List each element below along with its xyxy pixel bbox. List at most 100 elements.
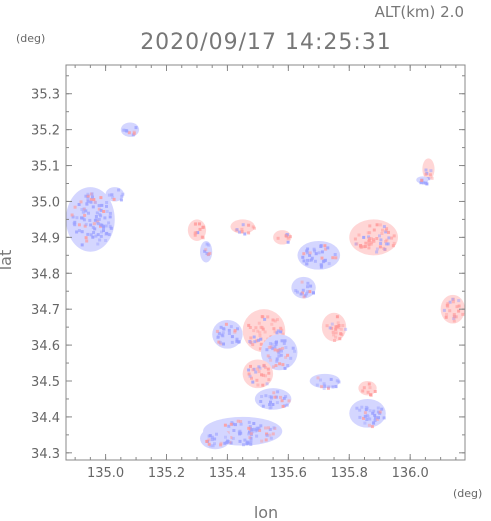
- echo-cell: [424, 168, 428, 172]
- echo-cell: [302, 252, 306, 256]
- echo-cell: [358, 408, 362, 412]
- echo-cell: [213, 442, 216, 446]
- echo-cell: [326, 246, 330, 250]
- echo-cell: [230, 335, 234, 339]
- echo-cell: [102, 229, 105, 233]
- echo-cell: [357, 233, 361, 237]
- echo-cell: [105, 201, 109, 204]
- echo-cell: [109, 226, 113, 230]
- echo-cell: [99, 196, 103, 200]
- echo-cell: [194, 222, 198, 226]
- echo-cell: [99, 214, 103, 218]
- echo-cell: [419, 181, 423, 185]
- y-axis-title: lat: [0, 250, 15, 271]
- echo-cell: [428, 173, 432, 177]
- echo-cell: [328, 326, 332, 330]
- echo-cell: [280, 328, 284, 332]
- echo-cell: [80, 208, 84, 211]
- echo-cell: [229, 422, 233, 426]
- echo-cell: [378, 245, 382, 249]
- echo-cell: [103, 216, 107, 220]
- y-tick-label: 34.9: [31, 231, 60, 246]
- echo-cell: [269, 400, 272, 404]
- echo-cell: [91, 195, 94, 199]
- echo-cell: [268, 406, 272, 410]
- echo-cell: [361, 389, 365, 393]
- echo-cell: [256, 329, 260, 333]
- echo-cell: [265, 382, 269, 386]
- echo-cell: [229, 325, 233, 329]
- echo-cell: [308, 259, 312, 262]
- echo-cell: [280, 349, 283, 353]
- echo-cell: [228, 440, 232, 444]
- echo-cell: [262, 363, 266, 367]
- echo-cell: [110, 193, 114, 197]
- echo-cell: [77, 229, 81, 233]
- echo-cell: [285, 403, 289, 407]
- echo-cell: [319, 244, 323, 247]
- echo-cell: [272, 365, 276, 369]
- echo-cell: [306, 285, 309, 289]
- y-axis-unit: (deg): [16, 32, 45, 45]
- echo-cell: [327, 385, 331, 389]
- echo-cell: [306, 247, 310, 251]
- echo-cell: [326, 386, 330, 390]
- echo-cell: [367, 235, 371, 239]
- echo-cell: [268, 342, 272, 345]
- echo-cell: [451, 297, 455, 301]
- echo-cell: [382, 416, 386, 420]
- echo-cell: [249, 340, 253, 344]
- echo-cell: [264, 366, 268, 370]
- echo-cell: [286, 353, 290, 357]
- echo-cell: [452, 319, 456, 323]
- echo-cell: [281, 332, 285, 336]
- echo-cell: [266, 367, 270, 371]
- echo-cell: [92, 231, 96, 234]
- echo-cell: [259, 400, 263, 403]
- echo-cell: [93, 201, 97, 205]
- echo-cell: [368, 224, 372, 228]
- echo-cell: [293, 349, 297, 353]
- echo-cell: [82, 207, 86, 211]
- echo-cell: [86, 197, 90, 201]
- echo-cell: [231, 422, 235, 426]
- echo-cell: [265, 433, 269, 437]
- y-tick-label: 35.3: [31, 88, 60, 103]
- echo-cell: [305, 292, 308, 296]
- echo-cell: [251, 368, 255, 372]
- echo-cell: [213, 437, 217, 441]
- echo-cell: [255, 378, 259, 382]
- echo-cell: [245, 440, 249, 444]
- echo-cell: [461, 312, 465, 316]
- y-tick-label: 34.8: [31, 267, 60, 282]
- echo-cell: [313, 259, 317, 263]
- echo-cell: [325, 324, 329, 328]
- echo-cell: [301, 255, 305, 259]
- echo-cell: [242, 443, 245, 447]
- echo-cell: [215, 329, 219, 333]
- echo-cell: [247, 223, 251, 227]
- echo-cell: [283, 366, 287, 370]
- echo-cell: [279, 330, 283, 334]
- echo-cell: [127, 131, 131, 135]
- echo-cell: [370, 425, 374, 429]
- echo-cell: [273, 345, 277, 349]
- echo-cell: [364, 245, 367, 248]
- echo-cell: [314, 252, 318, 256]
- echo-cell: [221, 327, 225, 330]
- echo-cell: [70, 213, 74, 217]
- echo-cell: [380, 407, 384, 411]
- echo-cell: [305, 249, 309, 253]
- echo-cell: [331, 256, 335, 260]
- echo-cell: [279, 353, 283, 357]
- echo-cell: [196, 231, 200, 235]
- echo-cell: [427, 177, 431, 181]
- echo-cell: [98, 238, 102, 242]
- echo-cell: [94, 234, 98, 238]
- echo-cell: [271, 432, 275, 436]
- echo-cell: [207, 434, 211, 438]
- echo-cell: [272, 391, 276, 395]
- echo-cell: [85, 239, 89, 243]
- x-tick-label: 135.4: [209, 466, 246, 481]
- echo-cell: [261, 383, 265, 387]
